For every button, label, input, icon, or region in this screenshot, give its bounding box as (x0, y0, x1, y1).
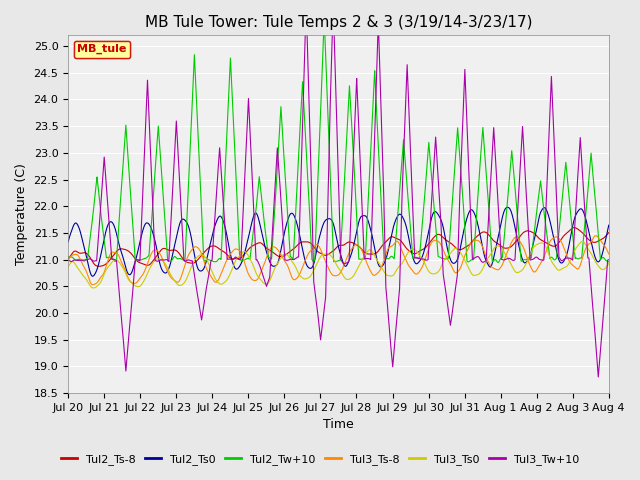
Tul2_Tw+10 (605, 259, 612, 265)
Tul3_Tw+10 (305, 87, 312, 93)
Tul3_Ts-8 (372, 272, 380, 277)
Tul2_Ts0 (106, 219, 114, 225)
Line: Tul3_Ts-8: Tul3_Ts-8 (68, 236, 609, 285)
Tul2_Ts-8 (305, 240, 313, 245)
Tul3_Ts-8 (605, 251, 612, 257)
Line: Tul2_Ts-8: Tul2_Ts-8 (68, 228, 609, 266)
Tul2_Ts-8 (605, 230, 612, 236)
Tul2_Tw+10 (294, 173, 301, 179)
Tul3_Ts-8 (106, 251, 114, 257)
Tul3_Tw+10 (605, 257, 612, 263)
Tul2_Ts0 (315, 237, 323, 242)
Tul3_Ts-8 (294, 274, 301, 280)
Tul2_Tw+10 (494, 260, 502, 265)
Tul2_Tw+10 (64, 253, 72, 259)
Line: Tul2_Tw+10: Tul2_Tw+10 (68, 18, 609, 263)
Tul3_Ts-8 (89, 282, 97, 288)
Tul3_Tw+10 (330, 0, 337, 6)
Tul3_Tw+10 (315, 317, 323, 323)
Y-axis label: Temperature (C): Temperature (C) (15, 163, 28, 265)
Line: Tul3_Tw+10: Tul3_Tw+10 (68, 3, 609, 377)
Tul3_Ts0 (64, 264, 72, 269)
Tul3_Tw+10 (294, 254, 301, 260)
Tul3_Ts0 (579, 239, 586, 244)
Tul2_Ts-8 (372, 250, 380, 256)
Title: MB Tule Tower: Tule Temps 2 & 3 (3/19/14-3/23/17): MB Tule Tower: Tule Temps 2 & 3 (3/19/14… (145, 15, 532, 30)
Tul2_Ts0 (64, 239, 72, 245)
Tul3_Ts0 (294, 269, 301, 275)
Tul3_Ts-8 (315, 243, 323, 249)
Tul3_Ts0 (90, 285, 97, 291)
Line: Tul2_Ts0: Tul2_Ts0 (68, 207, 609, 276)
Tul3_Ts0 (129, 281, 136, 287)
Tul2_Ts-8 (315, 250, 323, 255)
Tul3_Ts0 (305, 275, 313, 280)
Tul2_Ts0 (89, 273, 97, 279)
Tul2_Ts0 (129, 268, 136, 274)
Tul2_Ts0 (294, 224, 301, 230)
Tul3_Tw+10 (595, 374, 602, 380)
Tul2_Tw+10 (315, 163, 323, 169)
Tul2_Ts0 (372, 253, 380, 259)
Tul3_Tw+10 (128, 298, 136, 303)
Legend: Tul2_Ts-8, Tul2_Ts0, Tul2_Tw+10, Tul3_Ts-8, Tul3_Ts0, Tul3_Tw+10: Tul2_Ts-8, Tul2_Ts0, Tul2_Tw+10, Tul3_Ts… (56, 450, 584, 469)
Tul3_Tw+10 (106, 232, 114, 238)
X-axis label: Time: Time (323, 419, 354, 432)
Tul2_Tw+10 (128, 210, 136, 216)
Tul2_Ts-8 (294, 242, 301, 248)
Tul2_Tw+10 (372, 99, 380, 105)
Tul2_Ts0 (605, 222, 612, 228)
Tul2_Ts-8 (106, 256, 114, 262)
Tul2_Ts0 (305, 265, 313, 271)
Tul3_Tw+10 (372, 86, 380, 92)
Tul2_Tw+10 (305, 193, 312, 199)
Legend: MB_tule: MB_tule (74, 41, 130, 58)
Tul2_Ts-8 (570, 225, 578, 230)
Tul3_Ts0 (372, 256, 380, 262)
Tul3_Ts0 (106, 261, 114, 267)
Tul2_Tw+10 (106, 254, 114, 260)
Tul2_Ts0 (504, 204, 511, 210)
Tul2_Ts-8 (129, 252, 136, 258)
Tul2_Ts-8 (95, 264, 102, 269)
Tul2_Ts-8 (64, 256, 72, 262)
Tul3_Ts-8 (64, 258, 72, 264)
Tul3_Ts-8 (592, 233, 600, 239)
Tul3_Ts0 (605, 261, 612, 266)
Tul3_Ts-8 (305, 250, 313, 255)
Tul3_Ts-8 (129, 280, 136, 286)
Tul3_Tw+10 (64, 257, 72, 263)
Line: Tul3_Ts0: Tul3_Ts0 (68, 241, 609, 288)
Tul2_Tw+10 (321, 15, 328, 21)
Tul3_Ts0 (315, 257, 323, 263)
